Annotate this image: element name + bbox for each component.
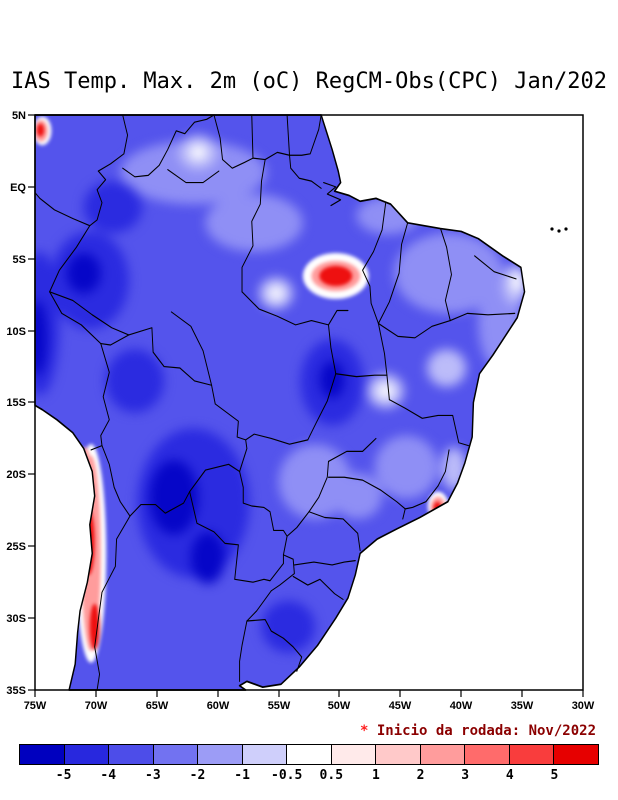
colorbar-tick-label: -3 [145,768,161,783]
colorbar-segment [63,744,110,765]
amazon-delta-detail [323,181,342,207]
lon-tick-label: 75W [24,700,47,712]
longitude-labels: 75W 70W 65W 60W 55W 50W 45W 40W 35W 30W [24,700,595,712]
colorbar-segment [508,744,555,765]
colorbar-tick-label: 5 [550,768,559,783]
lon-tick-label: 70W [85,700,108,712]
run-start-note: * Inicio da rodada: Nov/2022 [360,722,596,740]
colorbar-segment [19,744,65,765]
colorbar-tick-label: -5 [55,768,72,783]
colorbar-segment [108,744,154,765]
colorbar-tick-label: -2 [189,768,206,783]
colorbar [19,744,599,765]
colorbar-segment [330,744,377,765]
lon-tick-label: 50W [328,700,351,712]
colorbar-segment [241,744,288,765]
lat-tick-label: 10S [6,326,26,338]
lon-tick-label: 35W [511,700,534,712]
lat-tick-label: 15S [6,397,26,409]
axis-ticks [28,114,584,697]
colorbar-tick-label: 0.5 [319,768,344,783]
lon-tick-label: 65W [146,700,169,712]
ocean-island-dots [550,227,568,233]
colorbar-segment [152,744,199,765]
latitude-labels: 5N EQ 5S 10S 15S 20S 25S 30S 35S [6,110,26,697]
lon-tick-label: 30W [572,700,595,712]
footnote-star: * [359,723,369,739]
colorbar-tick-label: 2 [416,768,425,783]
lat-tick-label: 20S [6,469,26,481]
colorbar-tick-label: -0.5 [271,768,303,783]
lon-tick-label: 55W [268,700,291,712]
colorbar-tick-label: -4 [100,768,117,783]
lat-tick-label: 5N [12,110,26,122]
lat-tick-label: 25S [6,541,26,553]
colorbar-tick-label: 4 [505,768,514,783]
colorbar-segment [464,744,510,765]
colorbar-labels: -5 -4 -3 -2 -1 -0.5 0.5 1 2 3 4 5 [19,768,599,786]
lon-tick-label: 40W [450,700,473,712]
temperature-bias-field [34,115,525,690]
country-and-state-borders [34,114,517,691]
chart-title: IAS Temp. Max. 2m (oC) RegCM-Obs(CPC) Ja… [10,69,608,94]
lon-tick-label: 45W [389,700,412,712]
coastline [34,114,526,691]
colorbar-segment [553,744,599,765]
colorbar-tick-label: 3 [461,768,470,783]
colorbar-segment [375,744,421,765]
lat-tick-label: 30S [6,613,26,625]
colorbar-segment [286,744,332,765]
footnote-text: Inicio da rodada: Nov/2022 [368,723,596,739]
lat-tick-label: 35S [6,685,26,697]
colorbar-segment [419,744,466,765]
lon-tick-label: 60W [207,700,230,712]
colorbar-tick-label: 1 [371,768,380,783]
colorbar-segment [197,744,243,765]
colorbar-tick-label: -1 [234,768,250,783]
lat-tick-label: EQ [10,182,26,194]
lat-tick-label: 5S [13,254,26,266]
